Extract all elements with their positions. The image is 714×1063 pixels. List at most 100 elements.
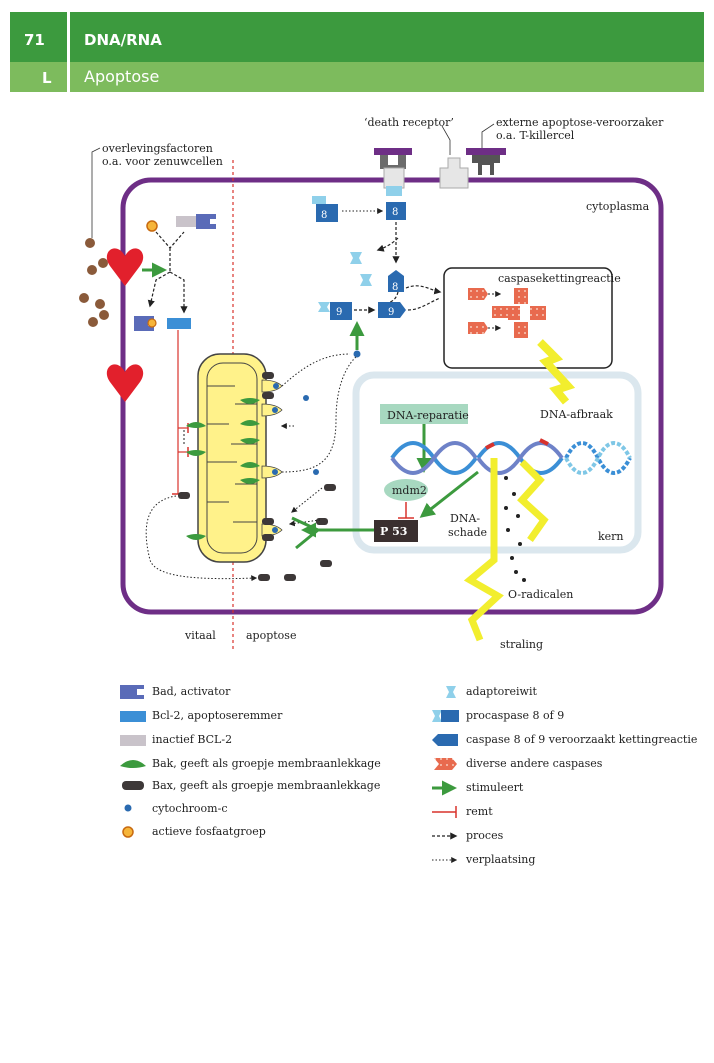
mdm2-label: mdm2	[392, 484, 427, 497]
dna-helix-left	[390, 441, 478, 475]
dna-damage-label: DNA-	[450, 512, 480, 525]
legend-phosphate-icon	[122, 826, 134, 838]
caspase-8-active-icon: 8	[388, 270, 404, 293]
legend-other-caspases-icon	[434, 758, 457, 770]
vital-label: vitaal	[184, 629, 216, 642]
legend-text: stimuleert	[466, 781, 524, 794]
survival-factor-molecules	[79, 238, 109, 327]
procaspase-8-bound-icon: 8	[386, 202, 406, 220]
death-receptor-active-icon	[374, 148, 412, 196]
other-caspases-icons	[468, 288, 546, 338]
phosphate-bound-icon	[147, 318, 157, 328]
procaspase-8-icon: 8	[312, 196, 338, 222]
legend-bad-icon	[120, 685, 144, 699]
legend-text: verplaatsing	[466, 853, 536, 866]
bad-process-arrow-left	[147, 271, 171, 308]
legend-icons-left	[120, 685, 146, 838]
legend-text: caspase 8 of 9 veroorzaakt kettingreacti…	[466, 733, 698, 746]
dna-repair-label: DNA-reparatie	[387, 409, 469, 422]
bad-process-arrow-right	[169, 271, 188, 314]
external-cause-sublabel: o.a. T-killercel	[496, 129, 575, 142]
caspase-8-to-9-arrow	[389, 291, 399, 303]
legend-icons-right	[432, 686, 459, 863]
procaspase-9-icon: 9	[318, 302, 352, 320]
legend-bcl2-icon	[120, 711, 146, 722]
death-receptor-pointer	[441, 125, 451, 155]
survival-receptor-heart-icon	[106, 248, 144, 286]
legend-adaptor-icon	[446, 686, 456, 698]
bak-proteins	[186, 398, 260, 540]
radiation-lightning-icon	[463, 458, 504, 642]
legend-text: adaptoreiwit	[466, 685, 537, 698]
legend-text: Bad, activator	[152, 685, 231, 698]
legend-text: cytochroom-c	[152, 802, 228, 815]
caspase-8-to-cascade-arrow	[405, 285, 442, 295]
header-band	[10, 12, 704, 62]
bax-to-mito-arrow	[291, 487, 323, 513]
nucleus-label: kern	[598, 530, 624, 543]
dna-helix-fragmented	[564, 441, 632, 475]
active-caspase-8-label: 8	[392, 282, 398, 293]
dna-breakdown-label: DNA-afbraak	[540, 408, 613, 421]
legend-inactive-bcl2-icon	[120, 735, 146, 746]
t-killer-ligand-icon	[466, 148, 506, 175]
oxygen-radicals-dots	[504, 476, 526, 582]
dna-damage-stimulate-arrow	[419, 470, 479, 518]
survival-pointer-line	[91, 147, 101, 238]
mdm2-ellipse	[384, 479, 428, 501]
dna-damage-sublabel: schade	[448, 526, 487, 539]
adaptor-icon-2	[360, 274, 372, 286]
inactive-bcl2-icon	[176, 216, 196, 227]
chapter-title: DNA/RNA	[84, 31, 162, 49]
procaspase-9-label: 9	[336, 307, 342, 318]
legend-procaspase-adaptor-icon	[432, 710, 442, 722]
apoptosis-label: apoptose	[246, 629, 296, 642]
survival-factors-label: overlevingsfactoren	[102, 142, 213, 155]
bound-caspase-8-label: 8	[392, 207, 398, 218]
active-caspase-9-label: 9	[388, 307, 394, 318]
p53-stimulate-branches	[292, 518, 319, 550]
caspase-cascade-label: caspasekettingreactie	[498, 272, 621, 285]
dna-repair-box	[380, 404, 468, 424]
adaptor-release-arrow	[376, 237, 399, 252]
radiation-label: straling	[500, 638, 543, 651]
dna-helix-damaged	[476, 438, 564, 475]
p53-box	[374, 520, 418, 542]
survival-factors-sublabel: o.a. voor zenuwcellen	[102, 155, 223, 168]
death-receptor-inactive-icon	[439, 157, 469, 189]
phosphate-group-icon	[146, 220, 158, 232]
external-cause-label: externe apoptose-veroorzaker	[496, 116, 664, 129]
bax-translocation-arrow	[145, 495, 258, 582]
legend-caspase-icon	[432, 734, 458, 746]
external-cause-pointer	[481, 123, 495, 148]
header-separator	[67, 12, 70, 92]
chapter-number: 71	[24, 31, 45, 49]
legend-text: remt	[466, 805, 493, 818]
cytochrome-c-dots	[272, 350, 361, 533]
legend-text: actieve fosfaatgroep	[152, 825, 266, 838]
legend-text: Bcl-2, apoptoseremmer	[152, 709, 283, 722]
legend-text: Bak, geeft als groepje membraanlekkage	[152, 757, 381, 770]
mitochondrion	[197, 353, 267, 563]
subheader-band	[10, 62, 704, 92]
radiation-lightning-icon-2	[517, 459, 549, 543]
cascade-lightning-icon	[537, 339, 576, 405]
legend-text: procaspase 8 of 9	[466, 709, 565, 722]
section-code: L	[42, 69, 52, 87]
oxygen-radicals-label: O-radicalen	[508, 588, 573, 601]
survival-receptor-heart-icon-2	[106, 364, 144, 402]
bad-icon	[196, 214, 216, 229]
death-receptor-label: ‘death receptor’	[364, 116, 454, 129]
caspase-9-active-icon: 9	[378, 302, 406, 318]
legend-text: diverse andere caspases	[466, 757, 603, 770]
section-title: Apoptose	[84, 67, 160, 86]
legend-bax-icon	[122, 781, 144, 790]
legend-cytochrome-c-icon	[124, 804, 132, 812]
legend-text: Bax, geeft als groepje membraanlekkage	[152, 779, 381, 792]
legend-text: proces	[466, 829, 504, 842]
cytochrome-translocation-2	[281, 355, 358, 473]
legend-bak-icon	[120, 760, 146, 768]
bcl2-icon	[167, 318, 191, 329]
p53-label: P 53	[380, 525, 407, 538]
